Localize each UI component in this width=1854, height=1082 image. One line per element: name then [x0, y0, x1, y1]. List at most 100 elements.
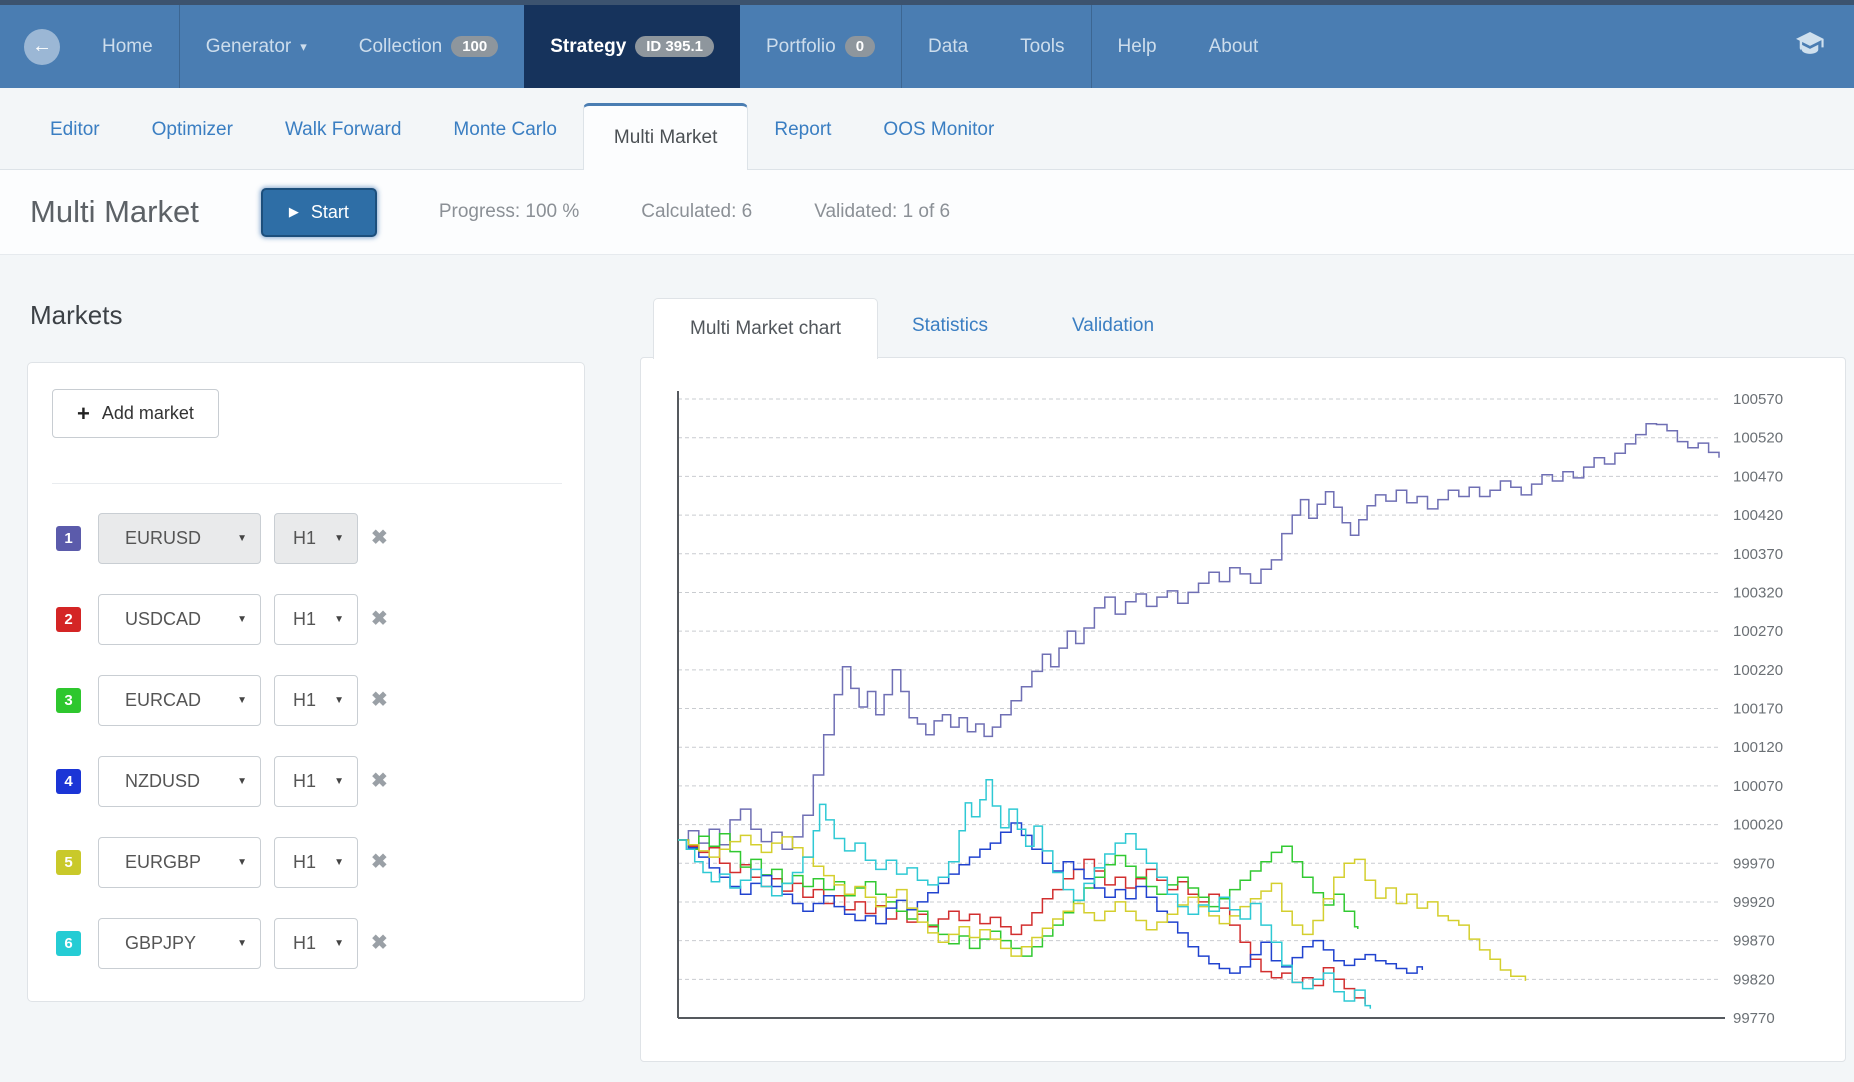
y-tick-label: 100370 — [1733, 546, 1783, 563]
market-symbol-select-value: NZDUSD — [125, 771, 200, 791]
caret-down-icon: ▼ — [334, 938, 344, 949]
nav-item-data[interactable]: Data — [902, 5, 994, 88]
nav-item-strategy[interactable]: Strategy ID 395.1 — [524, 5, 740, 88]
nav-item-label: Home — [102, 35, 153, 57]
series-eurgbp — [678, 834, 1527, 981]
nav-item-label: Generator — [205, 35, 292, 57]
remove-market-icon[interactable]: ✖ — [371, 851, 388, 873]
tab-walk-forward[interactable]: Walk Forward — [284, 119, 402, 140]
divider — [52, 483, 562, 484]
caret-down-icon: ▼ — [237, 695, 247, 706]
nav-item-tools[interactable]: Tools — [994, 5, 1090, 88]
tab-monte-carlo[interactable]: Monte Carlo — [453, 119, 557, 140]
market-row: 6 GBPJPY ▼ H1 ▼ ✖ — [28, 918, 586, 969]
market-symbol-select-value: GBPJPY — [125, 933, 197, 953]
nav-item-collection[interactable]: Collection 100 — [333, 5, 524, 88]
y-tick-label: 99820 — [1733, 971, 1775, 988]
tab-report[interactable]: Report — [774, 119, 832, 140]
tab-multi-market[interactable]: Multi Market — [582, 103, 749, 170]
market-symbol-select-value: EURCAD — [125, 690, 202, 710]
market-period-select-value: H1 — [293, 690, 317, 710]
market-row: 5 EURGBP ▼ H1 ▼ ✖ — [28, 837, 586, 888]
y-tick-label: 99770 — [1733, 1010, 1775, 1027]
caret-down-icon: ▼ — [334, 695, 344, 706]
market-row: 4 NZDUSD ▼ H1 ▼ ✖ — [28, 756, 586, 807]
y-tick-label: 99920 — [1733, 894, 1775, 911]
tab-multi-market-chart[interactable]: Multi Market chart — [653, 298, 878, 359]
market-period-select[interactable]: H1 ▼ — [274, 594, 358, 645]
markets-card: + Add market 1 EURUSD ▼ H1 ▼ ✖ 2 USDCAD ▼ H1 ▼ ✖ 3 EU… — [27, 362, 585, 1002]
market-number-badge: 4 — [56, 769, 81, 794]
remove-market-icon[interactable]: ✖ — [371, 608, 388, 630]
y-tick-label: 100270 — [1733, 623, 1783, 640]
caret-down-icon: ▼ — [237, 857, 247, 868]
tab-oos-monitor[interactable]: OOS Monitor — [883, 119, 995, 140]
market-number-badge: 1 — [56, 526, 81, 551]
caret-down-icon: ▼ — [237, 776, 247, 787]
nav-item-home[interactable]: Home — [76, 5, 179, 88]
caret-down-icon: ▼ — [334, 614, 344, 625]
chevron-down-icon: ▾ — [300, 38, 307, 54]
market-period-select[interactable]: H1 ▼ — [274, 513, 358, 564]
y-tick-label: 100020 — [1733, 817, 1783, 834]
nav-badge: ID 395.1 — [635, 36, 714, 57]
nav-item-label: Collection — [358, 35, 443, 57]
remove-market-icon[interactable]: ✖ — [371, 527, 388, 549]
market-number-badge: 2 — [56, 607, 81, 632]
remove-market-icon[interactable]: ✖ — [371, 770, 388, 792]
y-tick-label: 100570 — [1733, 391, 1783, 408]
start-button[interactable]: ▶ Start — [260, 187, 377, 237]
caret-down-icon: ▼ — [334, 533, 344, 544]
y-tick-label: 100520 — [1733, 430, 1783, 447]
y-tick-label: 99970 — [1733, 855, 1775, 872]
market-period-select[interactable]: H1 ▼ — [274, 675, 358, 726]
series-eurusd — [678, 423, 1720, 851]
market-row: 1 EURUSD ▼ H1 ▼ ✖ — [28, 513, 586, 564]
remove-market-icon[interactable]: ✖ — [371, 689, 388, 711]
nav-item-generator[interactable]: Generator ▾ — [180, 5, 333, 88]
y-tick-label: 100420 — [1733, 507, 1783, 524]
tab-validation[interactable]: Validation — [1072, 315, 1155, 336]
market-symbol-select[interactable]: EURCAD ▼ — [98, 675, 261, 726]
start-button-label: Start — [310, 201, 349, 222]
market-symbol-select[interactable]: EURGBP ▼ — [98, 837, 261, 888]
market-symbol-select[interactable]: GBPJPY ▼ — [98, 918, 261, 969]
tab-statistics[interactable]: Statistics — [912, 315, 989, 336]
market-symbol-select-value: EURGBP — [125, 852, 202, 872]
nav-item-about[interactable]: About — [1183, 5, 1285, 88]
nav-item-label: Tools — [1020, 35, 1065, 57]
remove-market-icon[interactable]: ✖ — [371, 932, 388, 954]
back-button[interactable]: ← — [0, 5, 76, 88]
market-period-select[interactable]: H1 ▼ — [274, 837, 358, 888]
add-market-button[interactable]: + Add market — [52, 389, 219, 438]
strategy-tab-bar: Editor Optimizer Walk Forward Monte Carlo Mu… — [0, 88, 1854, 170]
market-symbol-select-value: EURUSD — [125, 528, 202, 548]
tab-optimizer[interactable]: Optimizer — [151, 119, 233, 140]
caret-down-icon: ▼ — [237, 533, 247, 544]
y-tick-label: 100320 — [1733, 584, 1783, 601]
y-tick-label: 100220 — [1733, 662, 1783, 679]
add-market-label: Add market — [101, 403, 194, 423]
tab-editor[interactable]: Editor — [50, 119, 100, 140]
graduation-cap-icon[interactable] — [1794, 28, 1826, 65]
nav-item-label: Strategy — [550, 35, 627, 57]
market-period-select[interactable]: H1 ▼ — [274, 918, 358, 969]
caret-down-icon: ▼ — [334, 776, 344, 787]
market-symbol-select[interactable]: NZDUSD ▼ — [98, 756, 261, 807]
market-period-select-value: H1 — [293, 528, 317, 548]
market-symbol-select-value: USDCAD — [125, 609, 202, 629]
nav-item-portfolio[interactable]: Portfolio 0 — [740, 5, 901, 88]
market-period-select[interactable]: H1 ▼ — [274, 756, 358, 807]
progress-status: Progress: 100 % — [438, 201, 580, 222]
nav-item-help[interactable]: Help — [1092, 5, 1183, 88]
series-eurcad — [678, 833, 1359, 957]
play-icon: ▶ — [288, 204, 299, 219]
market-period-select-value: H1 — [293, 771, 317, 791]
nav-divider — [901, 5, 903, 88]
market-symbol-select[interactable]: USDCAD ▼ — [98, 594, 261, 645]
caret-down-icon: ▼ — [237, 614, 247, 625]
market-number-badge: 6 — [56, 931, 81, 956]
market-symbol-select[interactable]: EURUSD ▼ — [98, 513, 261, 564]
markets-heading: Markets — [30, 300, 123, 330]
market-number-badge: 3 — [56, 688, 81, 713]
